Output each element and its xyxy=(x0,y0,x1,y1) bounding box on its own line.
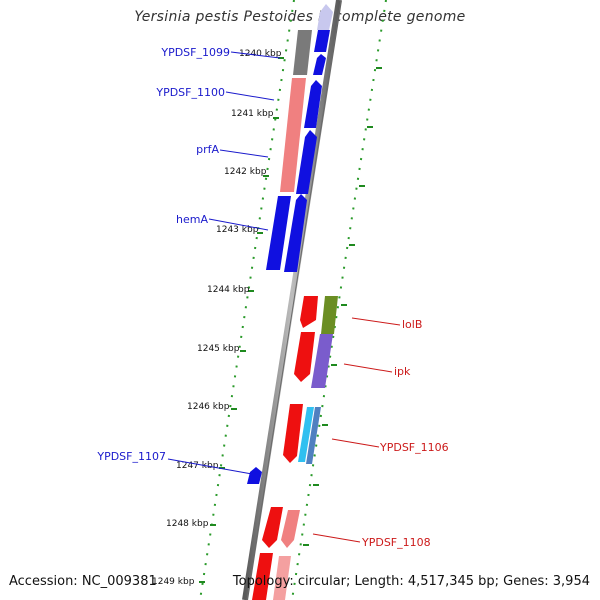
feature-red-ipk[interactable] xyxy=(294,332,315,382)
gene-label-ypdsf-1100[interactable]: YPDSF_1100 xyxy=(155,86,225,99)
feature-blue-prfa[interactable] xyxy=(296,130,317,194)
feature-pink-bottom[interactable] xyxy=(273,556,291,600)
leader-ipk xyxy=(343,363,393,373)
genome-backbone xyxy=(242,0,342,600)
feature-red-bottom[interactable] xyxy=(252,553,273,600)
leader-ypdsf-1100 xyxy=(225,91,275,101)
kbp-label-1242: 1242 kbp xyxy=(224,167,267,177)
gene-label-ypdsf-1106[interactable]: YPDSF_1106 xyxy=(379,441,449,454)
gene-label-prfa[interactable]: prfA xyxy=(196,143,219,156)
kbp-label-1245: 1245 kbp xyxy=(197,344,240,354)
leader-ypdsf-1106 xyxy=(331,438,380,448)
leader-ypdsf-1099 xyxy=(230,51,281,59)
feature-blue-1107[interactable] xyxy=(247,467,262,484)
kbp-label-1240: 1240 kbp xyxy=(239,49,282,59)
feature-blue-hema-right[interactable] xyxy=(284,194,307,272)
gene-label-ypdsf-1108[interactable]: YPDSF_1108 xyxy=(361,536,431,549)
inner-tick-track xyxy=(199,0,295,600)
gene-label-ypdsf-1107[interactable]: YPDSF_1107 xyxy=(96,450,166,463)
kbp-label-1246: 1246 kbp xyxy=(187,402,230,412)
leader-prfa xyxy=(219,149,269,158)
feature-red-1108[interactable] xyxy=(262,507,283,548)
feature-purple-ipk[interactable] xyxy=(311,334,333,388)
feature-grey-top[interactable] xyxy=(293,30,312,75)
leader-lolb xyxy=(351,317,401,326)
leader-ypdsf-1108 xyxy=(312,533,361,543)
feature-blue-1099[interactable] xyxy=(313,54,326,75)
feature-red-lolb[interactable] xyxy=(300,296,318,328)
accession-label: Accession: NC_009381 xyxy=(9,574,157,589)
gene-label-hema[interactable]: hemA xyxy=(176,213,208,226)
feature-cyan-1106[interactable] xyxy=(298,407,314,462)
feature-blue-hema-left[interactable] xyxy=(266,196,291,270)
kbp-label-1244: 1244 kbp xyxy=(207,285,250,295)
feature-pale-blue-top[interactable] xyxy=(317,4,333,30)
leader-hema xyxy=(208,218,269,231)
kbp-label-1247: 1247 kbp xyxy=(176,461,219,471)
feature-blue-top[interactable] xyxy=(314,30,330,52)
feature-pink-1108[interactable] xyxy=(281,510,300,548)
outer-tick-track xyxy=(291,0,387,600)
feature-olive-lolb[interactable] xyxy=(321,296,338,334)
feature-red-1106[interactable] xyxy=(283,404,303,463)
feature-pink-1100[interactable] xyxy=(280,78,306,192)
major-ticks-left xyxy=(199,57,284,583)
gene-label-lolb[interactable]: lolB xyxy=(402,318,422,331)
kbp-label-1249: 1249 kbp xyxy=(152,577,195,587)
topology-label: Topology: circular; Length: 4,517,345 bp… xyxy=(232,574,590,589)
major-ticks-right xyxy=(303,67,382,546)
kbp-label-1248: 1248 kbp xyxy=(166,519,209,529)
gene-label-ipk[interactable]: ipk xyxy=(394,365,411,378)
feature-steelblue-1106[interactable] xyxy=(306,407,321,464)
leader-ypdsf-1107 xyxy=(167,458,253,475)
kbp-label-1243: 1243 kbp xyxy=(216,225,259,235)
genome-backbone-edge xyxy=(246,0,342,600)
kbp-label-1241: 1241 kbp xyxy=(231,109,274,119)
feature-blue-1100[interactable] xyxy=(304,80,322,128)
gene-label-ypdsf-1099[interactable]: YPDSF_1099 xyxy=(160,46,230,59)
